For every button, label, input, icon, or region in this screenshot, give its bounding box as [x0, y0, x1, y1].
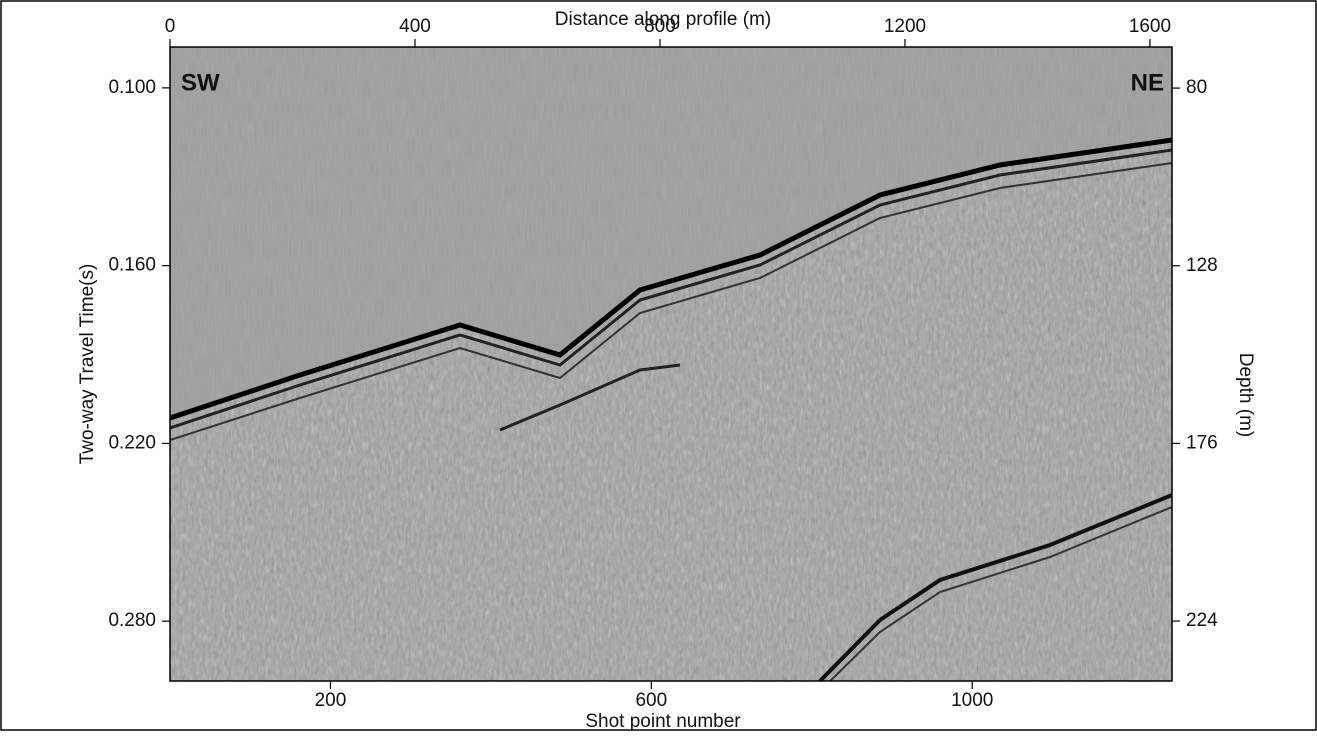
tick-label: 0.220: [108, 432, 156, 453]
tick-label: 1600: [1129, 16, 1171, 37]
tick-label: 128: [1186, 255, 1218, 276]
tick-label: 0.100: [108, 77, 156, 98]
annotation-ne: NE: [1131, 69, 1164, 96]
tick-label: 600: [635, 690, 667, 711]
seismic-image: [170, 47, 1172, 681]
plot-border: [169, 46, 1173, 682]
tick-label: 1000: [951, 690, 993, 711]
tick-label: 224: [1186, 610, 1218, 631]
tick-label: 0: [165, 16, 176, 37]
tick-label: 200: [315, 690, 347, 711]
bottom-axis-title: Shot point number: [585, 711, 741, 731]
tick-label: 0.160: [108, 255, 156, 276]
left-axis-title: Two-way Travel Time(s): [77, 264, 98, 465]
right-axis-title: Depth (m): [1235, 353, 1256, 437]
tick-label: 800: [644, 16, 676, 37]
tick-label: 1200: [884, 16, 926, 37]
tick-label: 80: [1186, 77, 1207, 98]
top-axis-title: Distance along profile (m): [555, 9, 771, 30]
annotation-sw: SW: [181, 69, 220, 96]
tick-label: 400: [399, 16, 431, 37]
tick-label: 0.280: [108, 610, 156, 631]
tick-label: 176: [1186, 432, 1218, 453]
